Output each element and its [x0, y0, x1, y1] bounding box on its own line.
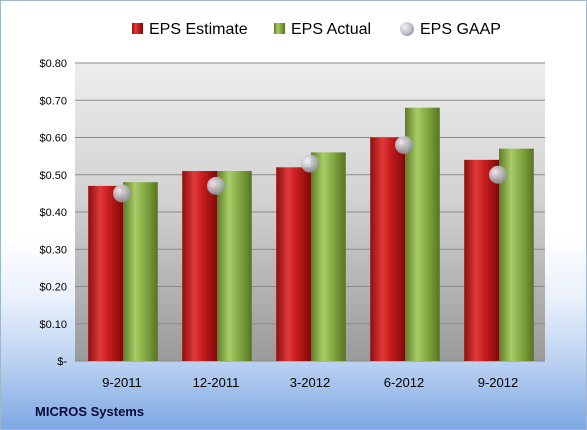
legend-swatch-gaap	[400, 22, 414, 36]
legend-swatch-estimate	[132, 23, 143, 34]
bar-eps-actual	[217, 171, 252, 361]
bar-eps-estimate	[464, 159, 499, 361]
marker-eps-gaap	[113, 184, 131, 203]
bar-eps-actual	[123, 182, 158, 361]
y-tick-label: $0.20	[39, 282, 67, 294]
legend-label-gaap: EPS GAAP	[420, 21, 501, 38]
y-tick-label: $0.40	[39, 207, 67, 219]
y-tick-label: $0.10	[39, 319, 67, 331]
marker-eps-gaap	[395, 135, 413, 154]
x-category-label: 9-2011	[102, 375, 142, 390]
marker-eps-gaap	[301, 154, 319, 173]
y-tick-label: $-	[57, 356, 67, 368]
marker-eps-gaap	[489, 165, 507, 184]
x-category-label: 3-2012	[290, 375, 330, 390]
bar-eps-estimate	[88, 185, 123, 361]
x-category-label: 12-2011	[193, 375, 240, 390]
bar-eps-actual	[311, 152, 346, 361]
company-name: MICROS Systems	[35, 404, 144, 419]
y-tick-label: $0.60	[39, 133, 67, 145]
y-tick-label: $0.30	[39, 244, 67, 256]
bar-eps-estimate	[182, 171, 217, 361]
y-axis: $- $0.10 $0.20 $0.30 $0.40 $0.50 $0.60 $0.70 $0.…	[39, 58, 67, 368]
y-tick-label: $0.80	[39, 58, 67, 70]
bar-eps-estimate	[370, 137, 405, 361]
gaap-markers	[113, 135, 507, 203]
legend-label-estimate: EPS Estimate	[149, 21, 248, 38]
marker-eps-gaap	[207, 176, 225, 195]
y-tick-label: $0.50	[39, 170, 67, 182]
x-category-label: 6-2012	[384, 375, 424, 390]
bar-eps-estimate	[276, 167, 311, 361]
x-category-label: 9-2012	[478, 375, 518, 390]
bar-eps-actual	[499, 148, 534, 361]
legend-swatch-actual	[274, 23, 285, 34]
x-axis: 9-2011 12-2011 3-2012 6-2012 9-2012	[102, 375, 518, 390]
y-tick-label: $0.70	[39, 95, 67, 107]
legend-label-actual: EPS Actual	[291, 21, 371, 38]
bars	[88, 107, 534, 361]
legend: EPS Estimate EPS Actual EPS GAAP	[132, 21, 501, 38]
